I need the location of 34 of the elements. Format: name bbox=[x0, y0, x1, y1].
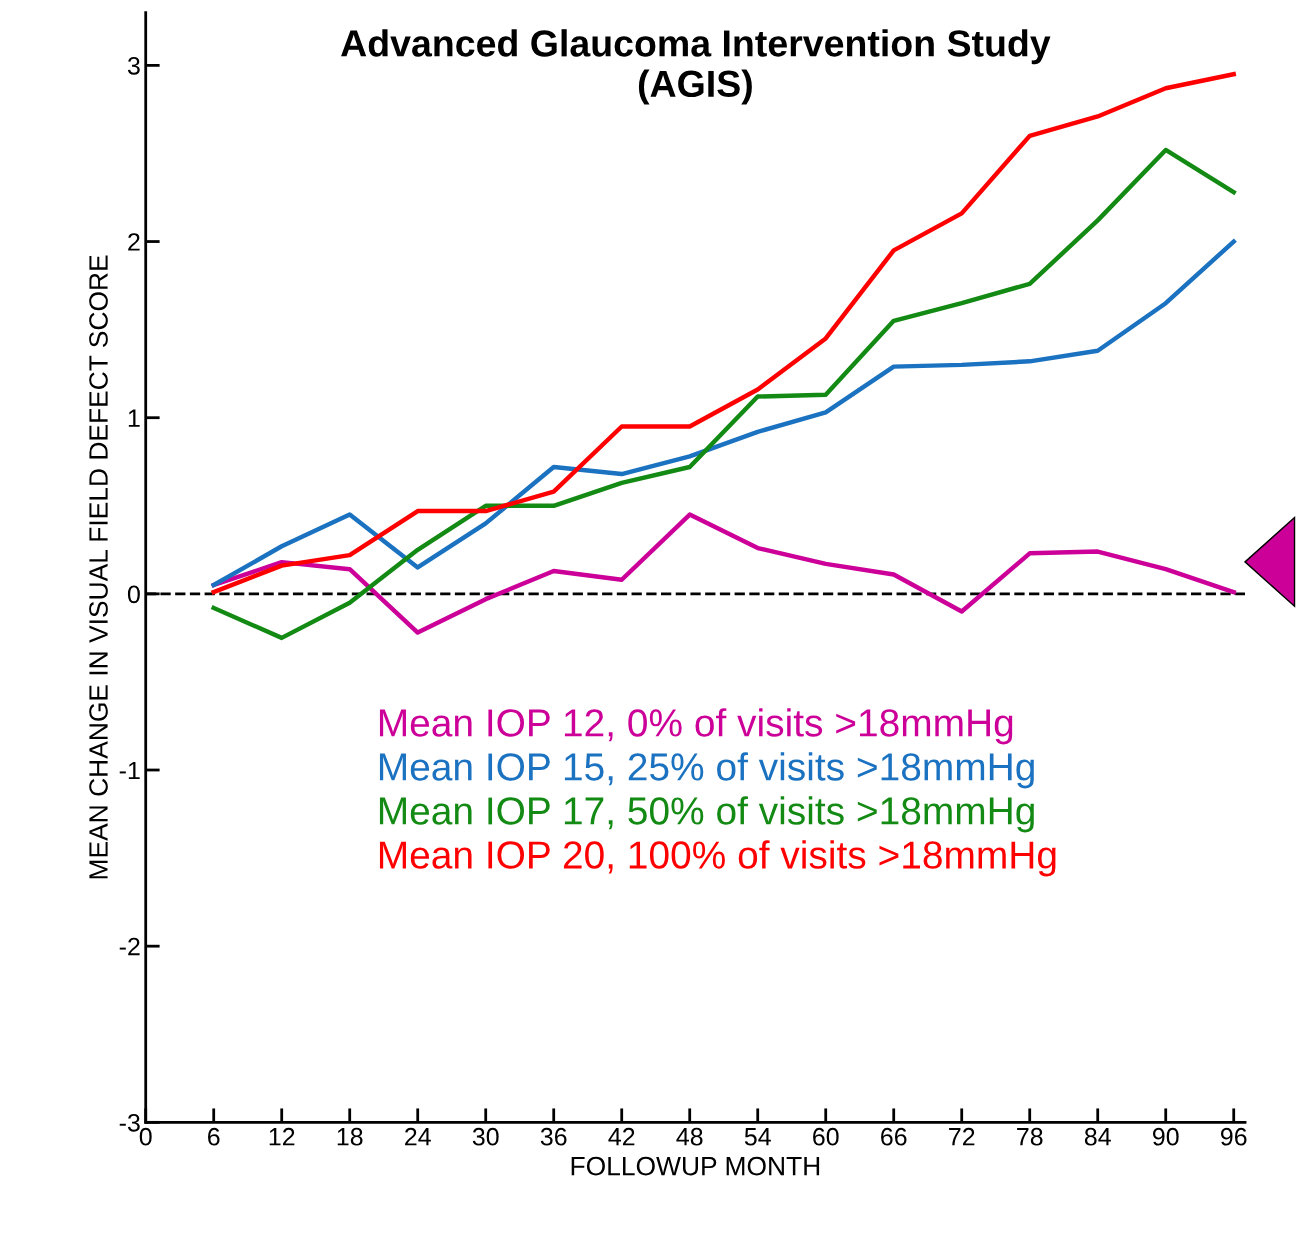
x-tick-label: 36 bbox=[540, 1127, 567, 1146]
x-axis-title: FOLLOWUP MONTH bbox=[571, 1156, 820, 1176]
x-tick-label: 6 bbox=[208, 1127, 220, 1146]
text: Mean IOP 15, 25% of visits >18mmHg bbox=[379, 752, 1034, 789]
x-tick-label: 24 bbox=[405, 1127, 431, 1146]
x-tick-label: 48 bbox=[676, 1127, 703, 1146]
text: Mean IOP 20, 100% of visits >18mmHg bbox=[379, 840, 1056, 877]
x-tick-label: 18 bbox=[337, 1127, 363, 1146]
y-tick-label: 3 bbox=[127, 56, 140, 75]
x-tick-label: 90 bbox=[1152, 1127, 1179, 1146]
y-tick-label: 1 bbox=[128, 409, 140, 427]
line-series bbox=[211, 71, 1236, 595]
x-tick-label: 60 bbox=[813, 1127, 839, 1146]
y-tick-label: 2 bbox=[128, 233, 140, 251]
x-tick-label: 84 bbox=[1084, 1127, 1111, 1146]
x-tick-label: 66 bbox=[881, 1127, 907, 1146]
line-series bbox=[211, 147, 1236, 641]
line-series bbox=[211, 239, 1236, 588]
x-tick-label: 12 bbox=[269, 1127, 295, 1146]
y-tick-label: 0 bbox=[127, 585, 140, 604]
x-tick-label: 78 bbox=[1017, 1127, 1043, 1146]
x-tick-label: 96 bbox=[1220, 1127, 1247, 1146]
x-tick-label: 72 bbox=[949, 1127, 975, 1146]
y-axis-title: MEAN CHANGE IN VISUAL FIELD DEFECT SCORE bbox=[89, 255, 108, 879]
text: Mean IOP 17, 50% of visits >18mmHg bbox=[379, 796, 1034, 833]
y-tick-label: -3 bbox=[119, 1113, 140, 1132]
x-tick-label: 54 bbox=[744, 1128, 771, 1146]
text: Advanced Glaucoma Intervention Study (AGIS) bbox=[341, 29, 1051, 105]
x-tick-label: 30 bbox=[472, 1127, 499, 1146]
y-tick-label: -2 bbox=[119, 937, 140, 956]
x-tick-label: 42 bbox=[608, 1127, 635, 1146]
y-tick-label: -1 bbox=[119, 761, 140, 780]
text: Mean IOP 12, 0% of visits >18mmHg bbox=[379, 708, 1013, 745]
line-series bbox=[211, 512, 1236, 635]
